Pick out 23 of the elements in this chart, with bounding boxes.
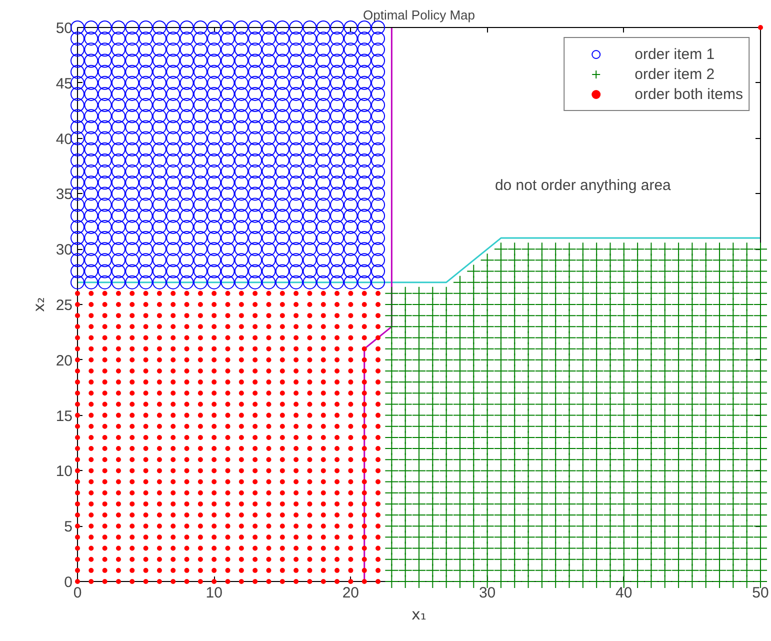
y-tick-label: 25 bbox=[56, 297, 73, 314]
x-tick-label: 10 bbox=[206, 584, 222, 602]
y-tick-label: 50 bbox=[56, 20, 73, 37]
chart-title: Optimal Policy Map bbox=[363, 8, 475, 22]
x-tick-label: 30 bbox=[478, 584, 496, 602]
y-tick-label: 45 bbox=[56, 75, 73, 92]
y-tick-label: 20 bbox=[56, 352, 73, 370]
x-tick-label: 20 bbox=[342, 584, 360, 602]
x-tick-label: 40 bbox=[616, 584, 632, 602]
annotation: do not order anything area bbox=[494, 177, 672, 194]
y-tick-label: 35 bbox=[56, 186, 73, 204]
legend-label: order item 1 bbox=[634, 46, 715, 62]
y-tick-label: 15 bbox=[56, 408, 73, 425]
legend-label: order item 2 bbox=[634, 66, 715, 82]
y-tick-label: 10 bbox=[56, 463, 73, 480]
x-tick-label: 50 bbox=[752, 584, 769, 602]
y-tick-label: 40 bbox=[56, 130, 73, 148]
y-tick-label: 30 bbox=[56, 242, 73, 259]
y-tick-label: 0 bbox=[64, 574, 72, 591]
y-tick-label: 5 bbox=[64, 518, 72, 536]
y-axis-title: x₂ bbox=[30, 297, 48, 312]
x-axis-title: x₁ bbox=[412, 606, 426, 624]
legend-label: order both items bbox=[634, 86, 743, 102]
